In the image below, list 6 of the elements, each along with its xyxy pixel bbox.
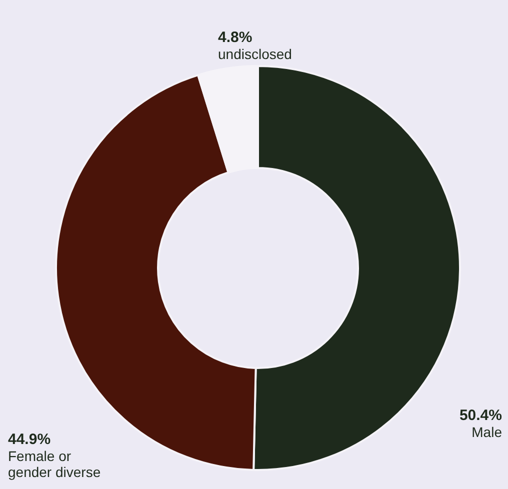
slice-label: undisclosed (218, 46, 292, 62)
data-label: 50.4% (459, 407, 502, 424)
data-label: 4.8% (218, 29, 252, 46)
data-label: 44.9% (8, 431, 51, 448)
slice-label: Female or gender diverse (8, 448, 101, 480)
slice-label: Male (472, 424, 502, 440)
